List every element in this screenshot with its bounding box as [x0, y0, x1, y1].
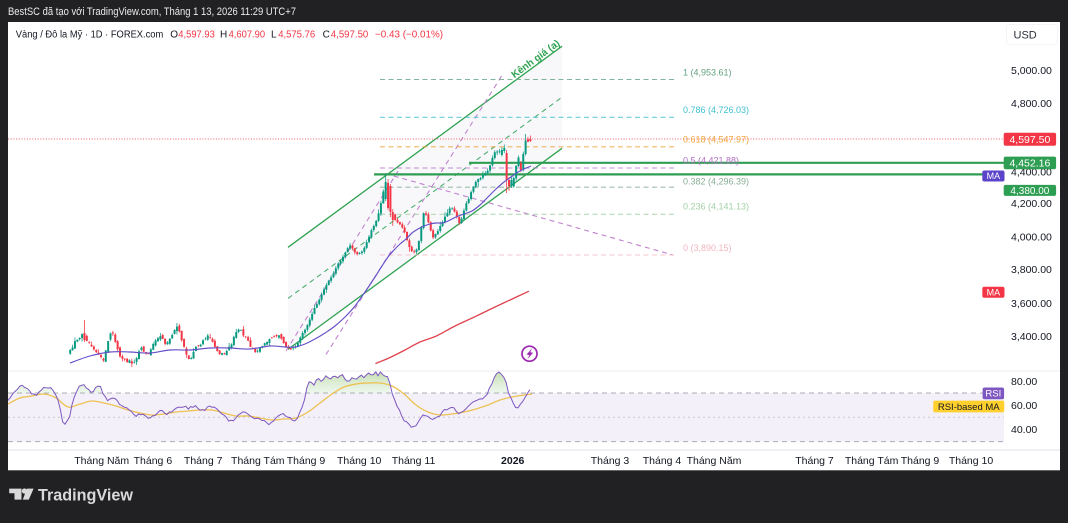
svg-text:0.618 (4,547.97): 0.618 (4,547.97): [683, 134, 749, 144]
svg-text:RSI: RSI: [985, 389, 1001, 400]
svg-text:Tháng 10: Tháng 10: [337, 455, 382, 467]
svg-text:2026: 2026: [501, 455, 525, 467]
svg-text:MA: MA: [987, 171, 1001, 181]
svg-text:4,000.00: 4,000.00: [1011, 232, 1052, 244]
svg-text:4,380.00: 4,380.00: [1010, 186, 1049, 197]
svg-text:Tháng Năm: Tháng Năm: [687, 455, 742, 467]
svg-text:Tháng 7: Tháng 7: [795, 455, 834, 467]
svg-text:Tháng 4: Tháng 4: [643, 455, 682, 467]
svg-text:4,800.00: 4,800.00: [1011, 98, 1052, 110]
svg-text:USD: USD: [1014, 29, 1037, 41]
svg-text:60.00: 60.00: [1011, 400, 1037, 412]
svg-text:4,452.16: 4,452.16: [1009, 158, 1050, 170]
svg-text:Tháng 6: Tháng 6: [134, 455, 173, 467]
svg-text:4,200.00: 4,200.00: [1011, 198, 1052, 210]
svg-text:RSI-based MA: RSI-based MA: [938, 402, 1000, 413]
svg-text:Tháng 11: Tháng 11: [392, 455, 436, 467]
svg-text:0.5 (4,421.88): 0.5 (4,421.88): [683, 156, 739, 166]
svg-text:Tháng 9: Tháng 9: [287, 455, 326, 467]
svg-text:Tháng Tám: Tháng Tám: [845, 455, 899, 467]
svg-text:Tháng 3: Tháng 3: [591, 455, 630, 467]
svg-text:0 (3,890.15): 0 (3,890.15): [683, 243, 732, 253]
svg-text:5,000.00: 5,000.00: [1011, 65, 1052, 77]
svg-text:Tháng 10: Tháng 10: [949, 455, 994, 467]
svg-text:0.236 (4,141.13): 0.236 (4,141.13): [683, 202, 749, 212]
svg-text:80.00: 80.00: [1011, 376, 1037, 388]
svg-text:3,400.00: 3,400.00: [1011, 331, 1052, 343]
svg-text:3,800.00: 3,800.00: [1011, 264, 1052, 276]
svg-text:3,600.00: 3,600.00: [1011, 298, 1052, 310]
svg-text:40.00: 40.00: [1011, 424, 1037, 436]
svg-text:0.382 (4,296.39): 0.382 (4,296.39): [683, 177, 749, 187]
svg-text:0.786 (4,726.03): 0.786 (4,726.03): [683, 105, 749, 115]
svg-text:4,597.50: 4,597.50: [1009, 134, 1050, 146]
svg-text:BestSC đã tạo với TradingView.: BestSC đã tạo với TradingView.com, Tháng…: [8, 6, 296, 18]
svg-text:Tháng 7: Tháng 7: [184, 455, 223, 467]
svg-text:Vàng / Đô la Mỹ · 1D · FOREX.c: Vàng / Đô la Mỹ · 1D · FOREX.com O4,597.9…: [16, 30, 443, 41]
svg-text:1 (4,953.61): 1 (4,953.61): [683, 68, 732, 78]
svg-text:TradingView: TradingView: [38, 487, 133, 505]
svg-text:MA: MA: [987, 287, 1001, 297]
svg-text:Tháng 9: Tháng 9: [901, 455, 940, 467]
svg-text:Tháng Năm: Tháng Năm: [74, 455, 129, 467]
svg-text:Tháng Tám: Tháng Tám: [231, 455, 285, 467]
